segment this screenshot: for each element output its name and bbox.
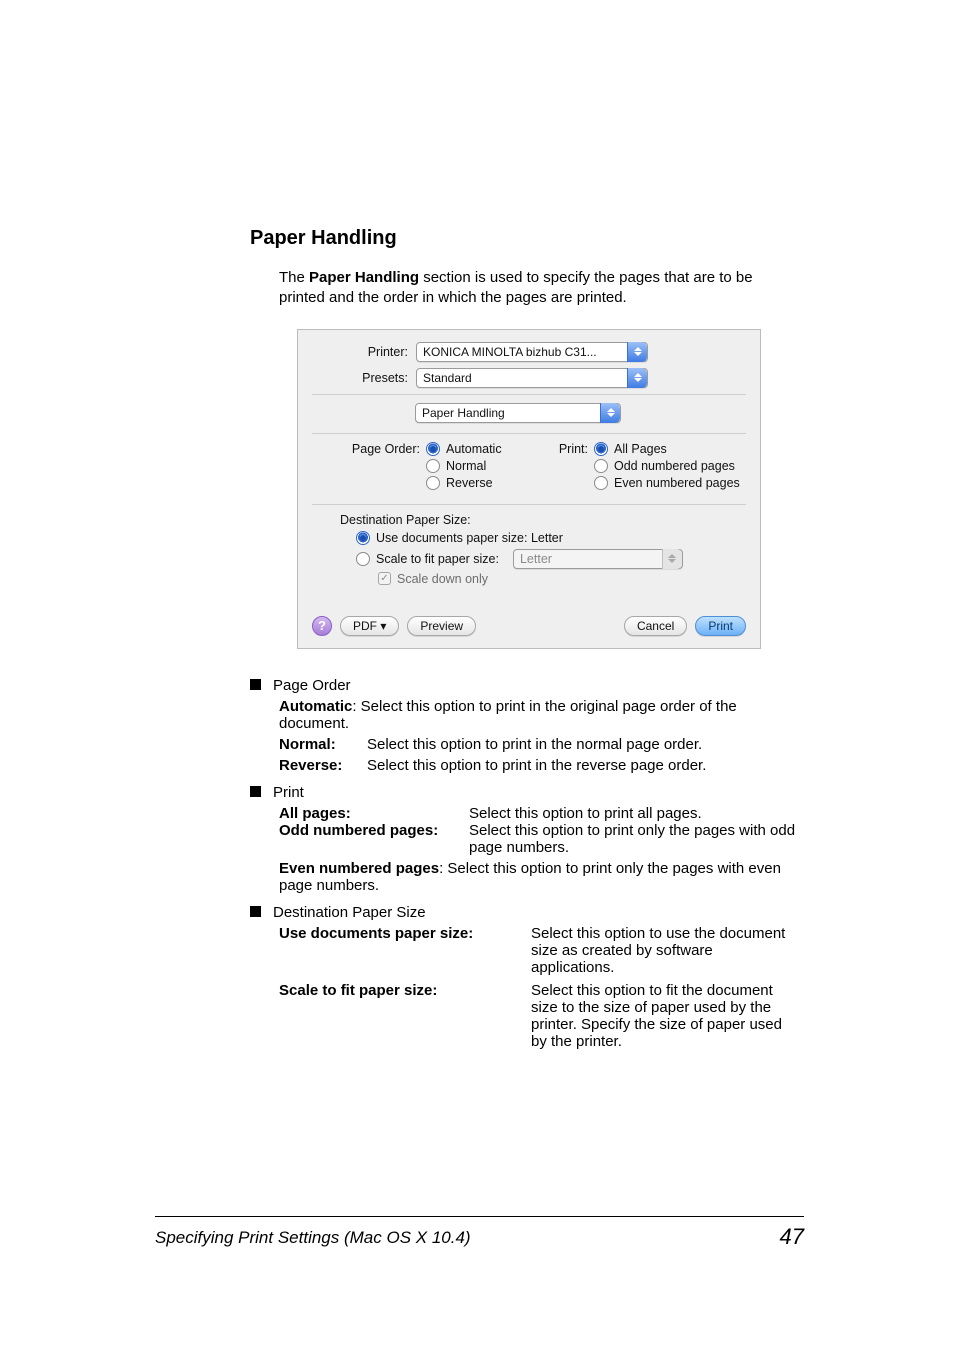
def-val: Select this option to print in the rever…: [367, 757, 706, 774]
radio-dot-icon: [426, 459, 440, 473]
def-key: All pages:: [279, 805, 469, 822]
preview-button[interactable]: Preview: [407, 616, 476, 636]
def-use-doc: Use documents paper size: Select this op…: [279, 925, 799, 976]
scale-down-label: Scale down only: [397, 572, 488, 586]
chevron-updown-icon: [627, 368, 647, 388]
square-bullet-icon: [250, 786, 261, 797]
def-val: Select this option to print all pages.: [469, 805, 799, 822]
def-val: Select this option to print only the pag…: [469, 822, 799, 856]
intro-bold: Paper Handling: [309, 269, 419, 286]
def-val: Select this option to print in the norma…: [367, 736, 702, 753]
radio-scale-to-fit[interactable]: Scale to fit paper size:: [356, 552, 499, 566]
bullet-title: Destination Paper Size: [273, 904, 426, 921]
radio-dot-icon: [426, 442, 440, 456]
page-order-col: Page Order: Automatic Normal Reverse: [340, 442, 552, 490]
radio-label: Automatic: [446, 442, 502, 456]
printer-row: Printer: KONICA MINOLTA bizhub C31...: [312, 342, 746, 362]
def-odd-pages: Odd numbered pages: Select this option t…: [279, 822, 799, 856]
help-button[interactable]: ?: [312, 616, 332, 636]
radio-dot-icon: [426, 476, 440, 490]
radio-print-even[interactable]: Even numbered pages: [594, 476, 740, 490]
radio-label: Even numbered pages: [614, 476, 740, 490]
radio-use-doc-size[interactable]: Use documents paper size: Letter: [356, 531, 563, 545]
def-key: Scale to fit paper size:: [279, 982, 531, 1050]
radio-dot-icon: [356, 552, 370, 566]
print-dialog: Printer: KONICA MINOLTA bizhub C31... Pr…: [297, 329, 761, 649]
square-bullet-icon: [250, 906, 261, 917]
scale-fit-value: Letter: [520, 552, 552, 566]
radio-label: Use documents paper size: Letter: [376, 531, 563, 545]
def-key: Use documents paper size:: [279, 925, 531, 976]
panel-combo[interactable]: Paper Handling: [415, 403, 621, 423]
cancel-button[interactable]: Cancel: [624, 616, 687, 636]
radio-page-order-normal[interactable]: Normal: [426, 459, 552, 473]
def-val: Select this option to fit the document s…: [531, 982, 799, 1050]
scale-fit-combo: Letter: [513, 549, 683, 569]
radio-print-all[interactable]: All Pages: [594, 442, 667, 456]
radio-print-odd[interactable]: Odd numbered pages: [594, 459, 740, 473]
divider: [312, 394, 746, 395]
chevron-updown-icon: [600, 403, 620, 423]
def-key: Automatic: [279, 698, 352, 715]
def-normal: Normal: Select this option to print in t…: [279, 736, 799, 753]
presets-value: Standard: [423, 371, 472, 385]
def-val: Select this option to use the document s…: [531, 925, 799, 976]
printer-label: Printer:: [312, 345, 416, 359]
radio-page-order-reverse[interactable]: Reverse: [426, 476, 552, 490]
presets-row: Presets: Standard: [312, 368, 746, 388]
bullet-page-order: Page Order: [250, 675, 799, 694]
print-button[interactable]: Print: [695, 616, 746, 636]
def-reverse: Reverse: Select this option to print in …: [279, 757, 799, 774]
intro-paragraph: The Paper Handling section is used to sp…: [279, 268, 799, 309]
divider: [312, 433, 746, 434]
def-key: Odd numbered pages:: [279, 822, 469, 856]
square-bullet-icon: [250, 679, 261, 690]
presets-combo[interactable]: Standard: [416, 368, 648, 388]
section-title: Paper Handling: [250, 227, 799, 250]
chevron-updown-icon: [662, 549, 682, 569]
def-key: Reverse:: [279, 757, 367, 774]
panel-row: Paper Handling: [312, 403, 746, 423]
divider: [312, 504, 746, 505]
radio-label: Normal: [446, 459, 486, 473]
bullet-dest: Destination Paper Size: [250, 902, 799, 921]
printer-value: KONICA MINOLTA bizhub C31...: [423, 345, 597, 359]
presets-label: Presets:: [312, 371, 416, 385]
panel-value: Paper Handling: [422, 406, 505, 420]
radio-dot-icon: [594, 442, 608, 456]
print-label: Print:: [552, 442, 588, 456]
def-even-pages: Even numbered pages: Select this option …: [279, 860, 799, 894]
radio-row: Page Order: Automatic Normal Reverse Pri…: [312, 442, 746, 498]
def-automatic: Automatic: Select this option to print i…: [279, 698, 799, 732]
intro-pre: The: [279, 269, 309, 286]
checkbox-scale-down: [378, 572, 391, 585]
page-order-label: Page Order:: [340, 442, 420, 456]
footer-text: Specifying Print Settings (Mac OS X 10.4…: [155, 1228, 471, 1248]
dialog-footer: ? PDF ▾ Preview Cancel Print: [312, 616, 746, 636]
bullet-title: Page Order: [273, 677, 351, 694]
def-key: Even numbered pages: [279, 860, 439, 877]
def-key: Normal:: [279, 736, 367, 753]
dest-paper-size-label: Destination Paper Size:: [340, 513, 746, 527]
definitions: Page Order Automatic: Select this option…: [250, 675, 799, 1050]
radio-page-order-automatic[interactable]: Automatic: [426, 442, 502, 456]
radio-dot-icon: [594, 459, 608, 473]
radio-label: Scale to fit paper size:: [376, 552, 499, 566]
bullet-title: Print: [273, 784, 304, 801]
chevron-updown-icon: [627, 342, 647, 362]
print-col: Print: All Pages Odd numbered pages Even…: [552, 442, 740, 490]
scale-down-row: Scale down only: [378, 572, 746, 586]
radio-label: All Pages: [614, 442, 667, 456]
radio-dot-icon: [594, 476, 608, 490]
footer-divider: [155, 1216, 804, 1217]
printer-combo[interactable]: KONICA MINOLTA bizhub C31...: [416, 342, 648, 362]
pdf-button[interactable]: PDF ▾: [340, 616, 399, 636]
radio-label: Reverse: [446, 476, 493, 490]
page-number: 47: [780, 1224, 804, 1250]
def-all-pages: All pages: Select this option to print a…: [279, 805, 799, 822]
radio-label: Odd numbered pages: [614, 459, 735, 473]
def-scale-fit: Scale to fit paper size: Select this opt…: [279, 982, 799, 1050]
bullet-print: Print: [250, 782, 799, 801]
radio-dot-icon: [356, 531, 370, 545]
